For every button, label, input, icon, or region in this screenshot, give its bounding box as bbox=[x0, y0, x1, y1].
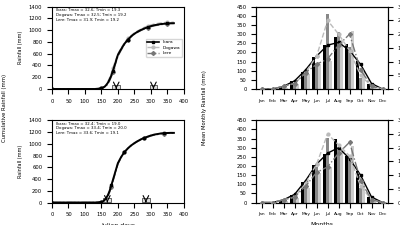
Bar bbox=[348, 47, 351, 89]
Bar bbox=[279, 201, 282, 203]
Bar bbox=[345, 156, 348, 202]
Bar bbox=[307, 188, 310, 202]
Bar bbox=[337, 32, 340, 89]
Bar bbox=[285, 88, 288, 89]
Bar bbox=[359, 78, 362, 89]
Bar bbox=[351, 31, 354, 89]
Bar bbox=[356, 61, 359, 89]
Bar bbox=[367, 84, 370, 89]
Bar bbox=[370, 201, 373, 203]
Text: Mean Monthly Rainfall (mm): Mean Monthly Rainfall (mm) bbox=[202, 71, 207, 145]
Bar bbox=[334, 37, 337, 89]
Bar bbox=[334, 139, 337, 202]
Bar bbox=[142, 198, 150, 202]
Bar bbox=[279, 87, 282, 89]
X-axis label: Julian days: Julian days bbox=[101, 223, 135, 225]
Bar bbox=[290, 81, 293, 89]
Bar bbox=[326, 14, 329, 89]
Text: Ikara: Tmax = 32.6; Tmin = 19.3
Dogawa: Tmax = 32.5; Tmin = 19.2
Lere: Tmax = 31: Ikara: Tmax = 32.6; Tmin = 19.3 Dogawa: … bbox=[56, 8, 126, 22]
Bar bbox=[326, 138, 329, 202]
Bar bbox=[304, 75, 307, 89]
Bar bbox=[356, 171, 359, 202]
Bar bbox=[373, 87, 376, 89]
Bar bbox=[329, 61, 332, 89]
Y-axis label: Rainfall (mm): Rainfall (mm) bbox=[18, 31, 23, 65]
Bar bbox=[362, 72, 365, 89]
Bar bbox=[337, 149, 340, 202]
Bar bbox=[318, 64, 321, 89]
Bar bbox=[345, 44, 348, 89]
Bar bbox=[282, 201, 285, 202]
Bar bbox=[301, 182, 304, 202]
Bar bbox=[312, 165, 315, 202]
Bar bbox=[296, 84, 299, 89]
Bar bbox=[301, 72, 304, 89]
Bar bbox=[290, 195, 293, 203]
Bar bbox=[340, 152, 343, 202]
Bar bbox=[362, 182, 365, 202]
Bar bbox=[348, 156, 351, 202]
Bar bbox=[304, 186, 307, 202]
X-axis label: Months: Months bbox=[311, 222, 334, 225]
Legend: Ikara, Dogawa, Lere: Ikara, Dogawa, Lere bbox=[146, 39, 182, 57]
Bar bbox=[318, 173, 321, 202]
Bar bbox=[285, 201, 288, 202]
Bar bbox=[370, 88, 373, 89]
Bar bbox=[323, 154, 326, 202]
Bar bbox=[293, 197, 296, 202]
Bar bbox=[103, 198, 111, 202]
Bar bbox=[296, 198, 299, 202]
Text: Ikara: Tmax = 32.4; Tmin = 19.0
Dogawa: Tmax = 33.4; Tmin = 20.0
Lere: Tmax = 33: Ikara: Tmax = 32.4; Tmin = 19.0 Dogawa: … bbox=[56, 122, 126, 135]
Text: Cumulative Rainfall (mm): Cumulative Rainfall (mm) bbox=[2, 74, 7, 142]
Bar bbox=[293, 83, 296, 89]
Bar bbox=[373, 200, 376, 202]
Y-axis label: Rainfall (mm): Rainfall (mm) bbox=[18, 145, 23, 178]
Bar bbox=[307, 74, 310, 89]
Bar bbox=[329, 167, 332, 202]
Bar bbox=[150, 85, 158, 89]
Bar bbox=[351, 146, 354, 202]
Bar bbox=[359, 188, 362, 202]
Bar bbox=[315, 167, 318, 202]
Bar bbox=[367, 197, 370, 202]
Bar bbox=[282, 88, 285, 89]
Bar bbox=[315, 63, 318, 89]
Bar bbox=[112, 85, 120, 89]
Bar bbox=[312, 57, 315, 89]
Bar bbox=[340, 40, 343, 89]
Bar bbox=[323, 45, 326, 89]
